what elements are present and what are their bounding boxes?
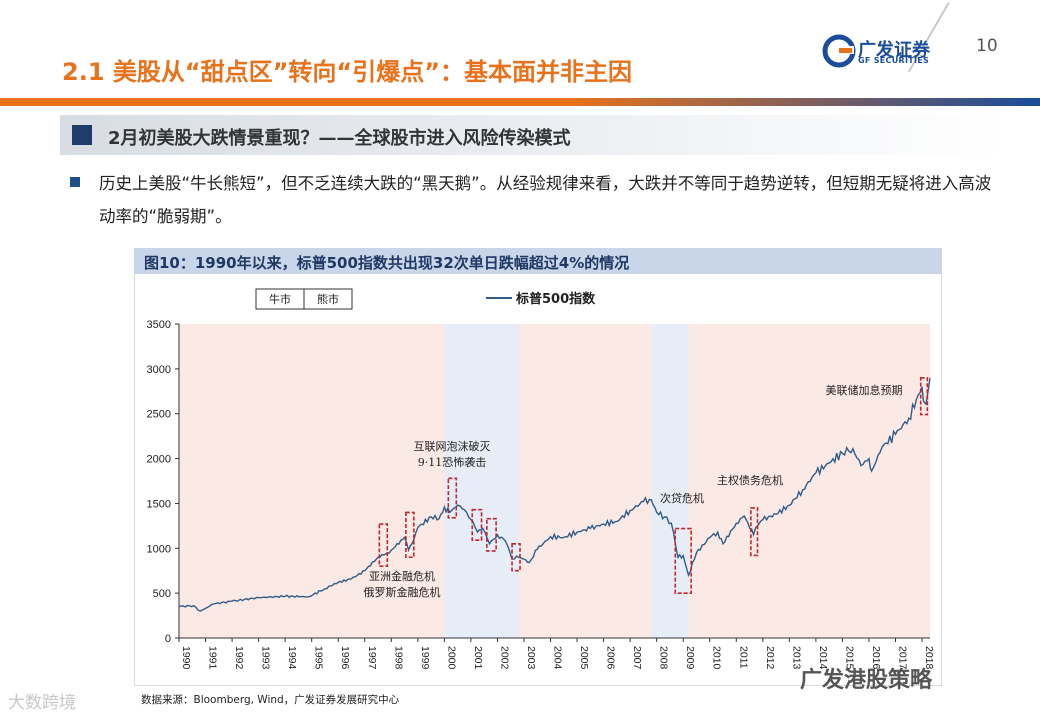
x-tick-label: 2002 [498,646,510,670]
bullet-square-icon [70,177,80,187]
figure-title: 图10：1990年以来，标普500指数共出现32次单日跌幅超过4%的情况 [144,254,630,272]
gf-logo-icon [822,34,856,68]
drop-highlight-box [511,542,521,572]
x-tick-label: 1999 [419,646,431,670]
x-tick-label: 2005 [578,646,590,670]
x-tick-label: 1997 [366,646,378,670]
sp500-chart: 0 500 1000 1500 2000 2500 3000 3500 1990 1991 1992… [147,288,935,670]
x-tick-label: 1994 [286,646,298,670]
watermark-right: 广发港股策略 [800,668,933,693]
x-tick-label: 2015 [843,646,855,670]
x-tick-label: 2017 [897,646,909,670]
section-square-icon [72,125,92,145]
x-tick-label: 1998 [392,646,404,670]
y-tick-label: 0 [165,633,171,645]
y-tick-label: 500 [153,588,171,600]
drop-highlight-box [486,517,497,552]
x-tick-label: 1993 [260,646,272,670]
gf-securities-logo: 广发证券 GF SECURITIES [822,34,940,70]
x-tick-label: 2001 [472,646,484,670]
x-tick-label: 2016 [870,646,882,670]
slide-title: 2.1 美股从“甜点区”转向“引爆点”：基本面并非主因 [62,58,632,86]
event-annotation: 9·11恐怖袭击 [418,455,487,469]
x-tick-label: 1996 [339,646,351,670]
logo-en-text: GF SECURITIES [858,56,930,65]
section-title: 2月初美股大跌情景重现？——全球股市进入风险传染模式 [108,128,571,149]
x-tick-label: 1991 [207,646,219,670]
figure-frame [134,274,942,686]
event-annotation: 互联网泡沫破灭 [414,439,491,453]
x-tick-label: 2004 [552,646,564,670]
bullet-text: 历史上美股“牛长熊短”，但不乏连续大跌的“黑天鹅”。从经验规律来看，大跌并不等同… [99,174,992,226]
drop-highlight-box [447,477,458,519]
y-tick-label: 1000 [147,543,171,555]
x-tick-label: 2006 [605,646,617,670]
y-tick-label: 2500 [147,409,171,421]
figure-header-bar [134,248,942,274]
x-tick-label: 2000 [445,646,457,670]
drop-highlight-box [674,527,692,594]
y-tick-label: 1500 [147,498,171,510]
event-annotation: 俄罗斯金融危机 [364,585,441,599]
bear-market-region [444,324,519,638]
y-tick-label: 2000 [147,454,171,466]
regime-legend-box [303,288,353,310]
x-tick-label: 2014 [817,646,829,670]
event-annotation: 次贷危机 [660,491,704,505]
x-tick-label: 2018 [923,646,935,670]
x-tick-label: 1995 [313,646,325,670]
event-annotation: 主权债务危机 [717,473,783,487]
watermark-left: 大数跨境 [8,693,76,713]
event-annotation: 美联储加息预期 [826,383,903,397]
logo-cn-text: 广发证券 [858,40,930,61]
x-tick-label: 2012 [764,646,776,670]
x-tick-label: 2013 [790,646,802,670]
drop-highlight-box [378,523,389,568]
x-tick-label: 2008 [658,646,670,670]
section-banner [60,115,1005,155]
y-tick-label: 3000 [147,364,171,376]
x-tick-label: 2007 [631,646,643,670]
y-tick-label: 3500 [147,319,171,331]
x-tick-label: 1992 [233,646,245,670]
event-annotation: 亚洲金融危机 [369,569,435,583]
bear-market-region [651,324,689,638]
series-legend-label: 标普500指数 [515,291,596,307]
bull-market-background [179,324,930,638]
page-number: 10 [976,36,998,56]
drop-highlight-box [919,377,929,416]
sp500-series-line [178,377,931,612]
figure-source: 数据来源：Bloomberg, Wind，广发证券发展研究中心 [141,694,400,706]
drop-highlight-box [471,508,483,542]
drop-highlight-box [750,507,759,557]
header-rule [0,98,1040,106]
drop-highlight-box [405,511,415,559]
x-tick-label: 2003 [525,646,537,670]
x-tick-label: 2010 [711,646,723,670]
x-tick-label: 2011 [737,646,749,669]
x-tick-label: 1990 [180,646,192,670]
x-tick-label: 2009 [684,646,696,670]
regime-legend-label: 牛市 [269,292,291,306]
regime-legend-label: 熊市 [317,292,339,306]
